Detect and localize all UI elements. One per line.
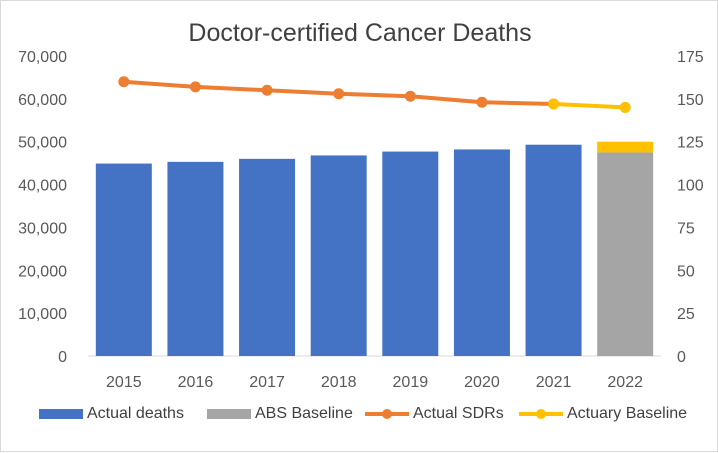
point-actual-sdrs bbox=[333, 88, 345, 100]
point-actual-sdrs bbox=[476, 96, 488, 108]
y-left-tick-label: 60,000 bbox=[18, 92, 67, 109]
y-right-tick-label: 100 bbox=[677, 178, 704, 195]
y-left-tick-label: 10,000 bbox=[18, 306, 67, 323]
legend-label-actual-deaths: Actual deaths bbox=[87, 405, 184, 422]
y-left-tick-label: 0 bbox=[58, 349, 67, 366]
legend-swatch-abs-baseline bbox=[207, 409, 251, 419]
bar-actual-deaths bbox=[95, 163, 152, 356]
bar-actual-deaths bbox=[525, 144, 582, 356]
bar-abs-baseline bbox=[597, 152, 654, 356]
legend-item-actual-deaths: Actual deaths bbox=[39, 405, 184, 423]
bar-actual-deaths bbox=[382, 151, 439, 356]
point-actual-sdrs bbox=[404, 90, 416, 102]
y-left-tick-label: 20,000 bbox=[18, 263, 67, 280]
line-actuary-baseline bbox=[551, 102, 628, 110]
bar-actual-deaths bbox=[239, 158, 296, 356]
y-left-tick-label: 40,000 bbox=[18, 178, 67, 195]
point-actuary-baseline bbox=[619, 101, 631, 113]
legend-item-abs-baseline: ABS Baseline bbox=[207, 405, 353, 423]
point-actual-sdrs bbox=[261, 84, 273, 96]
legend-label-actual-sdrs: Actual SDRs bbox=[413, 405, 504, 422]
y-right-tick-label: 175 bbox=[677, 49, 704, 66]
legend-swatch-actual-deaths bbox=[39, 409, 83, 419]
x-tick-label: 2022 bbox=[607, 374, 643, 391]
y-left-tick-label: 70,000 bbox=[18, 49, 67, 66]
bar-actual-deaths bbox=[167, 161, 224, 356]
y-right-tick-label: 150 bbox=[677, 92, 704, 109]
point-actual-sdrs bbox=[118, 76, 130, 88]
x-tick-label: 2016 bbox=[178, 374, 214, 391]
legend-item-actuary-baseline: Actuary Baseline bbox=[519, 405, 687, 423]
point-actuary-baseline bbox=[548, 98, 560, 110]
x-tick-label: 2018 bbox=[321, 374, 357, 391]
y-right-tick-label: 0 bbox=[677, 349, 686, 366]
bar-actual-deaths bbox=[453, 149, 510, 356]
y-right-tick-label: 125 bbox=[677, 135, 704, 152]
x-tick-label: 2020 bbox=[464, 374, 500, 391]
y-left-tick-label: 50,000 bbox=[18, 135, 67, 152]
legend-item-actual-sdrs: Actual SDRs bbox=[365, 405, 504, 423]
y-right-tick-label: 50 bbox=[677, 263, 695, 280]
x-tick-label: 2015 bbox=[106, 374, 142, 391]
x-tick-label: 2021 bbox=[536, 374, 572, 391]
y-left-tick-label: 30,000 bbox=[18, 220, 67, 237]
point-actual-sdrs bbox=[189, 81, 201, 93]
bar-actuary-baseline bbox=[597, 141, 654, 153]
legend-swatch-actuary-baseline bbox=[519, 409, 563, 419]
y-right-tick-label: 25 bbox=[677, 306, 695, 323]
chart-legend: Actual deaths ABS Baseline Actual SDRs A… bbox=[1, 405, 718, 431]
chart-title: Doctor-certified Cancer Deaths bbox=[188, 19, 532, 47]
bar-actual-deaths bbox=[310, 155, 367, 356]
y-right-tick-label: 75 bbox=[677, 220, 695, 237]
legend-swatch-actual-sdrs bbox=[365, 409, 409, 419]
x-tick-label: 2017 bbox=[249, 374, 285, 391]
x-tick-label: 2019 bbox=[393, 374, 429, 391]
legend-label-abs-baseline: ABS Baseline bbox=[255, 405, 353, 422]
legend-label-actuary-baseline: Actuary Baseline bbox=[567, 405, 688, 422]
